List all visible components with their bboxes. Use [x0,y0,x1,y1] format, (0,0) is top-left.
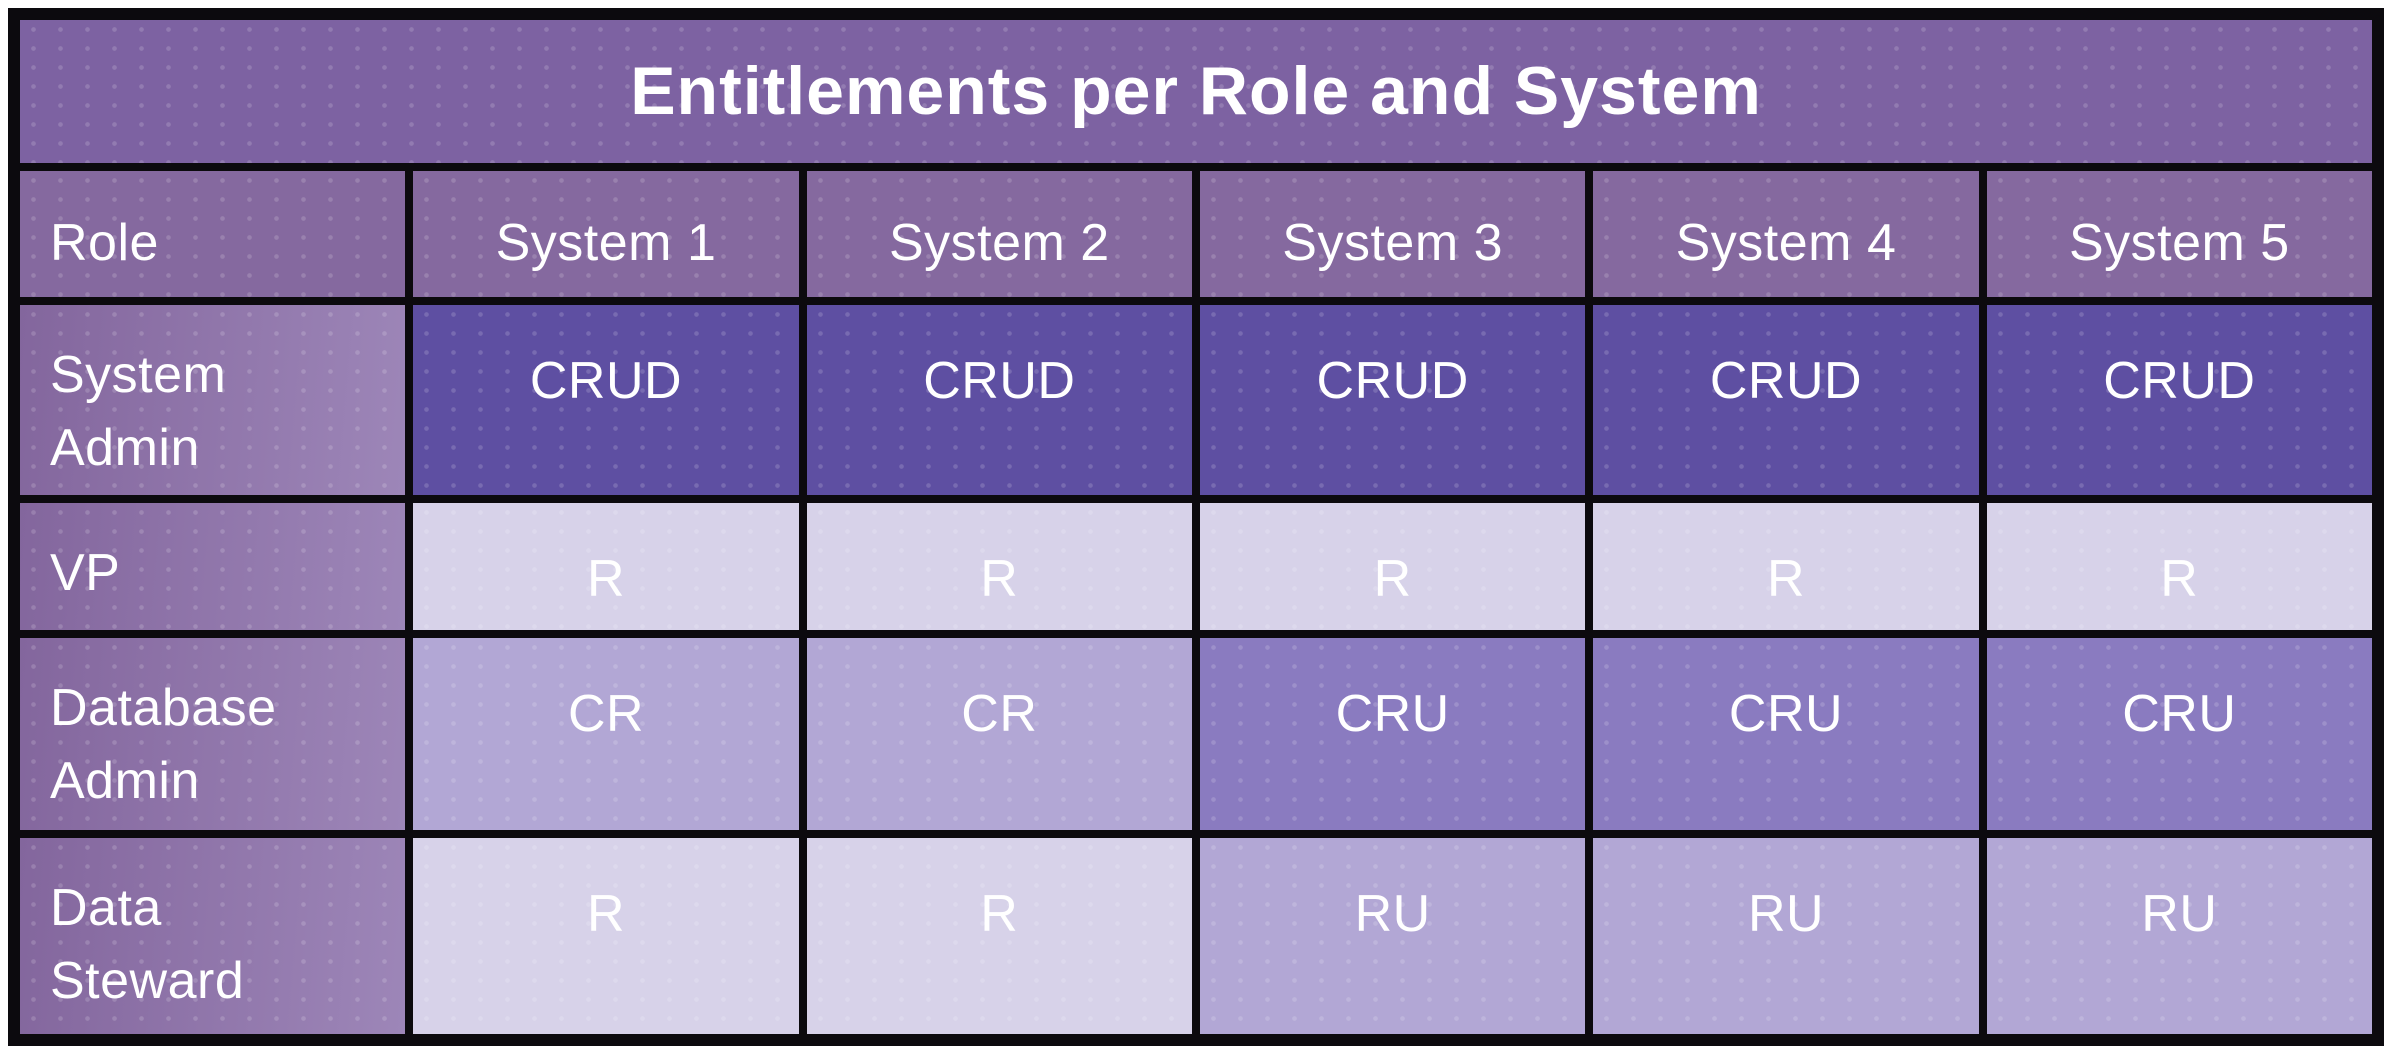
role-label-system-admin: System Admin [20,305,405,495]
entitlement-cell: CRUD [1593,305,1979,495]
entitlement-cell: R [1200,503,1586,630]
column-header-system-4: System 4 [1593,171,1979,297]
entitlement-cell: CR [413,638,799,830]
entitlement-cell: R [1986,503,2372,630]
entitlement-cell: RU [1200,838,1586,1034]
entitlement-cell: RU [1593,838,1979,1034]
entitlement-cell: R [806,838,1192,1034]
role-label-database-admin: Database Admin [20,638,405,830]
table-frame: Entitlements per Role and System Role Sy… [8,8,2384,1046]
entitlement-cell: R [413,838,799,1034]
entitlement-cell: CRUD [806,305,1192,495]
entitlement-cell: CRU [1986,638,2372,830]
column-header-system-5: System 5 [1986,171,2372,297]
role-label-data-steward: Data Steward [20,838,405,1034]
entitlement-cell: CRUD [1200,305,1586,495]
entitlement-cell: RU [1986,838,2372,1034]
entitlement-cell: CRU [1593,638,1979,830]
column-header-system-1: System 1 [413,171,799,297]
entitlement-cell: CRU [1200,638,1586,830]
table-title: Entitlements per Role and System [20,20,2372,163]
entitlement-cell: CRUD [1986,305,2372,495]
entitlement-cell: CR [806,638,1192,830]
role-label-vp: VP [20,503,405,630]
column-header-system-2: System 2 [806,171,1192,297]
entitlement-cell: R [1593,503,1979,630]
entitlement-cell: R [413,503,799,630]
entitlement-cell: R [806,503,1192,630]
column-header-system-3: System 3 [1200,171,1586,297]
entitlement-cell: CRUD [413,305,799,495]
column-header-role: Role [20,171,406,297]
